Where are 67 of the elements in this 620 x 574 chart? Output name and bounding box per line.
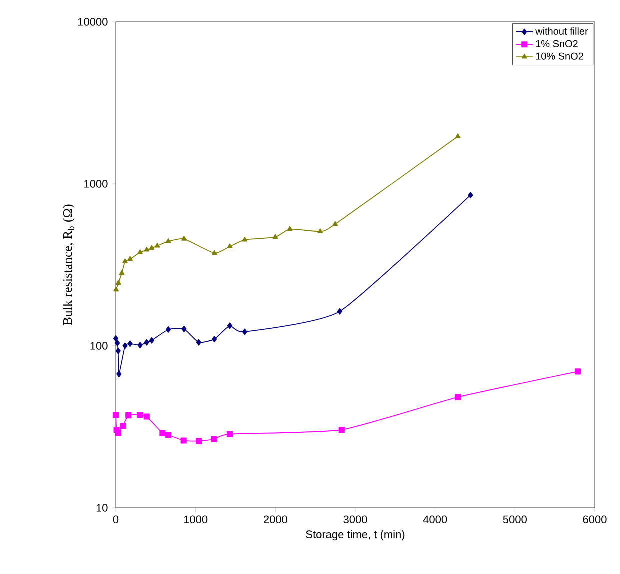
point (468, 192, 474, 199)
x-tick-label: 3000 (344, 516, 368, 524)
point (120, 423, 126, 430)
point (242, 236, 248, 242)
point (272, 234, 278, 240)
x-tick-label: 4000 (423, 516, 448, 524)
legend-label: without filler (536, 28, 588, 35)
point (166, 238, 172, 244)
point (227, 244, 233, 248)
point (116, 370, 122, 378)
x-axis-title: Storage time, t (min) (306, 530, 405, 541)
point (196, 339, 202, 346)
x-tick-label: 5000 (503, 516, 527, 524)
point (115, 340, 120, 346)
point (338, 426, 345, 434)
point (182, 236, 187, 241)
point (114, 286, 120, 292)
point (112, 412, 120, 418)
point (115, 430, 122, 436)
y-tick-label: 10000 (78, 18, 108, 26)
point (138, 342, 143, 349)
point (574, 368, 582, 375)
point (212, 336, 218, 343)
point (227, 322, 233, 330)
point (226, 431, 234, 438)
point (113, 335, 119, 342)
point (182, 326, 187, 332)
point (144, 339, 150, 346)
point (287, 226, 293, 232)
point (165, 432, 172, 438)
point (149, 337, 154, 344)
point (211, 436, 218, 442)
x-tick-label: 1000 (184, 516, 208, 524)
x-tick-label: 6000 (583, 516, 607, 524)
point (137, 412, 144, 418)
y-tick-label: 100 (90, 342, 108, 350)
point (242, 328, 248, 336)
point (160, 430, 166, 436)
point (154, 243, 160, 248)
point (166, 326, 172, 333)
point (116, 348, 121, 354)
y-tick-label: 1000 (84, 180, 108, 188)
point (149, 245, 155, 250)
y-axis-title: Bulk resistance, R$_{b}$ (Ω) (63, 204, 75, 326)
x-tick-label: 0 (113, 516, 119, 524)
point (128, 256, 133, 262)
point (196, 438, 202, 444)
point (144, 414, 150, 420)
point (455, 134, 461, 138)
point (128, 340, 133, 348)
point (212, 250, 218, 256)
point (126, 412, 132, 419)
y-tick-label: 10 (96, 504, 108, 512)
point (318, 228, 324, 234)
point (122, 258, 128, 264)
point (455, 394, 462, 400)
point (116, 280, 122, 285)
point (119, 270, 125, 276)
legend-label: 1% SnO2 (536, 40, 578, 48)
point (332, 221, 338, 226)
point (180, 438, 187, 444)
point (337, 308, 342, 315)
point (144, 247, 150, 252)
legend-label: 10% SnO2 (536, 52, 584, 60)
point (138, 250, 143, 254)
point (122, 342, 128, 350)
x-tick-label: 2000 (264, 516, 288, 524)
